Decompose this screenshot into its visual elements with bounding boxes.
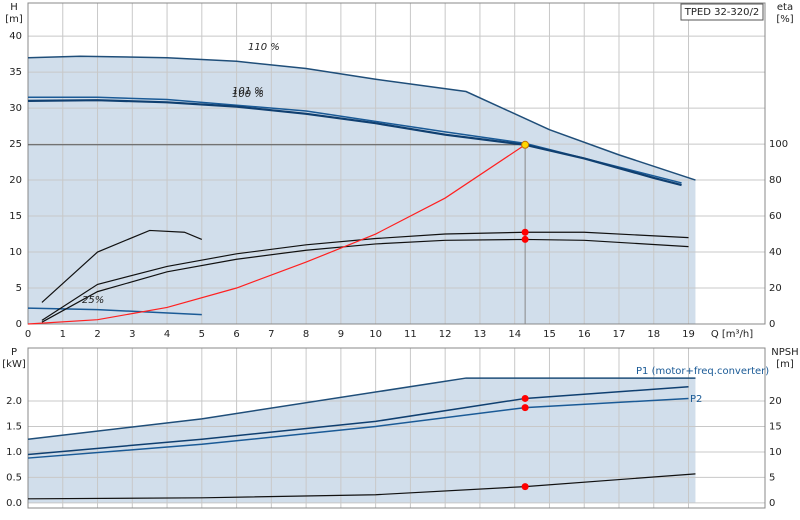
y2-tick-label: 80 [769,175,782,186]
y-tick-label: 35 [9,67,22,78]
y2-tick-label: 0 [769,319,775,330]
x-tick-label: 8 [303,329,309,340]
y-tick-label: 10 [9,247,22,258]
y-tick-label: 15 [9,211,22,222]
y2-axis-label: eta [777,2,793,13]
y-tick-label: 0.0 [6,498,22,509]
y2-tick-label: 5 [769,472,775,483]
x-tick-label: 12 [439,329,452,340]
series-line [27,385,689,456]
series-label: 101 % [232,86,264,97]
y-axis-label: P [11,347,17,358]
x-tick-label: 19 [682,329,695,340]
y-tick-label: 20 [9,175,22,186]
x-tick-label: 5 [199,329,205,340]
y2-axis-label: [%] [776,14,793,25]
x-tick-label: 10 [369,329,382,340]
x-tick-label: 9 [338,329,344,340]
operating-point [521,483,529,491]
chart-title: TPED 32-320/2 [684,7,760,18]
x-tick-label: 16 [578,329,591,340]
x-tick-label: 4 [164,329,170,340]
series-label: 100 % [232,89,264,100]
series-label: P1 (motor+freq.converter) [636,366,769,377]
series-line [41,229,203,303]
title-box [680,3,764,21]
x-tick-label: 11 [404,329,417,340]
y-tick-label: 40 [9,31,22,42]
series-label: P2 [690,394,702,405]
x-tick-label: 14 [508,329,521,340]
x-tick-label: 7 [268,329,274,340]
series-label: 25% [82,295,104,306]
y-axis-label: H [10,2,18,13]
series-line [41,231,689,321]
operating-point [521,235,529,243]
y-tick-label: 0 [16,319,22,330]
y-tick-label: 30 [9,103,22,114]
series-line [27,397,689,459]
y-tick-label: 0.5 [6,472,22,483]
series-line [27,144,526,325]
series-line [27,473,696,500]
x-tick-label: 2 [94,329,100,340]
operating-point [521,394,529,402]
operating-range [28,56,696,324]
y2-tick-label: 20 [769,283,782,294]
x-tick-label: 1 [60,329,66,340]
operating-point [521,228,529,236]
x-tick-label: 3 [129,329,135,340]
y2-tick-label: 20 [769,396,782,407]
y-tick-label: 25 [9,139,22,150]
y-tick-label: 5 [16,283,22,294]
y-tick-label: 1.0 [6,447,22,458]
y2-tick-label: 100 [769,139,788,150]
series-line [27,99,682,187]
y-axis-label: [kW] [2,359,26,370]
x-axis-label: Q [m³/h] [711,329,753,340]
y-axis-label: [m] [5,14,23,25]
series-line [41,238,689,323]
y2-tick-label: 60 [769,211,782,222]
y2-axis-label: [m] [776,359,794,370]
series-label: 110 % [248,42,280,53]
x-tick-label: 13 [474,329,487,340]
operating-range [28,378,696,503]
y-tick-label: 1.5 [6,421,22,432]
y2-axis-label: NPSH [771,347,798,358]
x-tick-label: 18 [647,329,660,340]
operating-point [521,140,530,149]
y-tick-label: 2.0 [6,396,22,407]
x-tick-label: 17 [613,329,626,340]
y2-tick-label: 40 [769,247,782,258]
series-line [27,377,696,440]
x-tick-label: 6 [233,329,239,340]
plot-frame [27,347,766,509]
operating-point [521,404,529,412]
y2-tick-label: 15 [769,421,782,432]
y2-tick-label: 0 [769,498,775,509]
x-tick-label: 15 [543,329,556,340]
series-line [27,307,202,316]
y2-tick-label: 10 [769,447,782,458]
x-tick-label: 0 [25,329,31,340]
series-line [27,55,696,181]
plot-frame [27,2,766,325]
